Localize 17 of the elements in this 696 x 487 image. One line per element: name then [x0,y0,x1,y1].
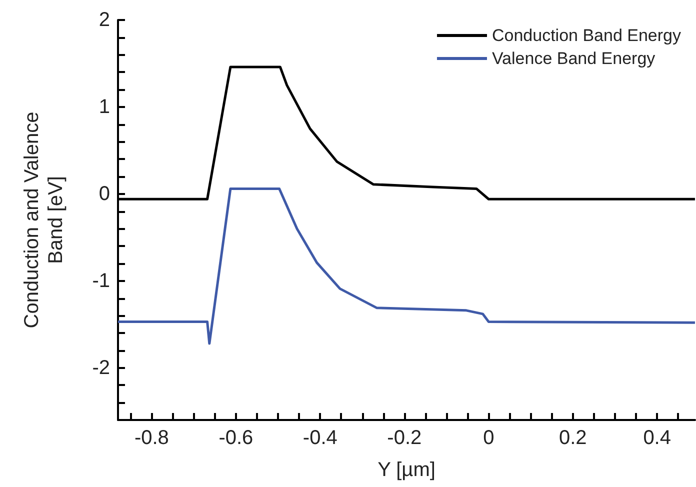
y-axis-title: Conduction and Valence Band [eV] [21,112,67,328]
x-tick-label: 0 [483,427,494,449]
x-tick-label: 0.2 [558,427,587,449]
y-tick-label: 0 [98,182,110,205]
x-axis-title: Y [µm] [378,459,436,481]
x-tick-label: -0.8 [134,427,169,449]
x-tick-label: 0.4 [643,427,671,449]
line-series [116,187,696,345]
y-tick-label: 2 [98,9,110,31]
legend-label: Valence Band Energy [492,49,656,68]
y-tick-label: 1 [98,96,110,118]
x-tick-label: -0.4 [302,427,338,449]
y-tick-label: -2 [92,356,110,379]
y-tick-label: -1 [92,270,110,292]
x-tick-label: -0.2 [387,427,422,449]
legend-label: Conduction Band Energy [492,26,682,45]
x-tick-label: -0.6 [218,427,254,449]
